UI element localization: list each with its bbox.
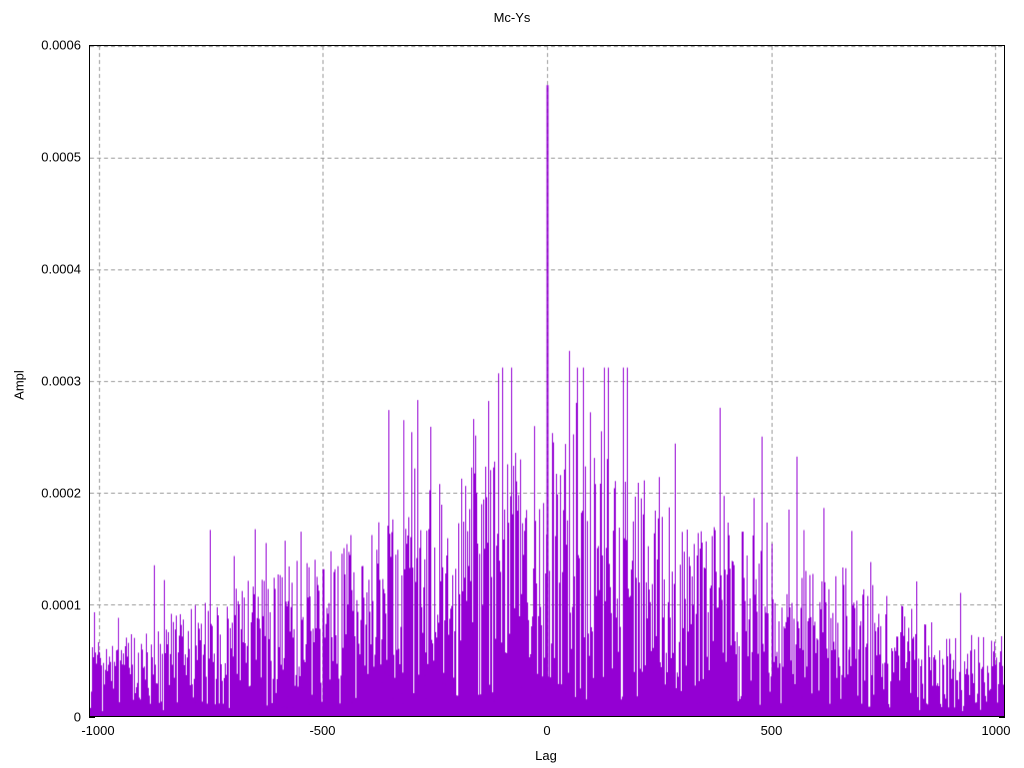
y-tick-label: 0.0005 [41, 149, 81, 165]
x-tick-label: -1000 [81, 723, 115, 738]
page-title: Mc-Ys [493, 10, 531, 25]
plot-area [89, 45, 1005, 717]
y-tick-label: 0 [73, 709, 81, 725]
y-tick-label: 0.0006 [41, 37, 81, 53]
data-series-impulses [90, 46, 1004, 716]
tick-mark [999, 717, 1005, 718]
x-tick-label: -500 [309, 723, 336, 738]
x-tick-label: 500 [760, 723, 783, 738]
tick-mark [89, 717, 95, 718]
y-axis-label: Ampl [11, 370, 27, 400]
x-tick-label: 0 [543, 723, 551, 738]
y-tick-label: 0.0004 [41, 261, 81, 277]
y-tick-label: 0.0001 [41, 597, 81, 613]
x-tick-label: 1000 [981, 723, 1011, 738]
y-tick-label: 0.0003 [41, 373, 81, 389]
x-axis-label: Lag [535, 748, 557, 763]
y-tick-label: 0.0002 [41, 485, 81, 501]
